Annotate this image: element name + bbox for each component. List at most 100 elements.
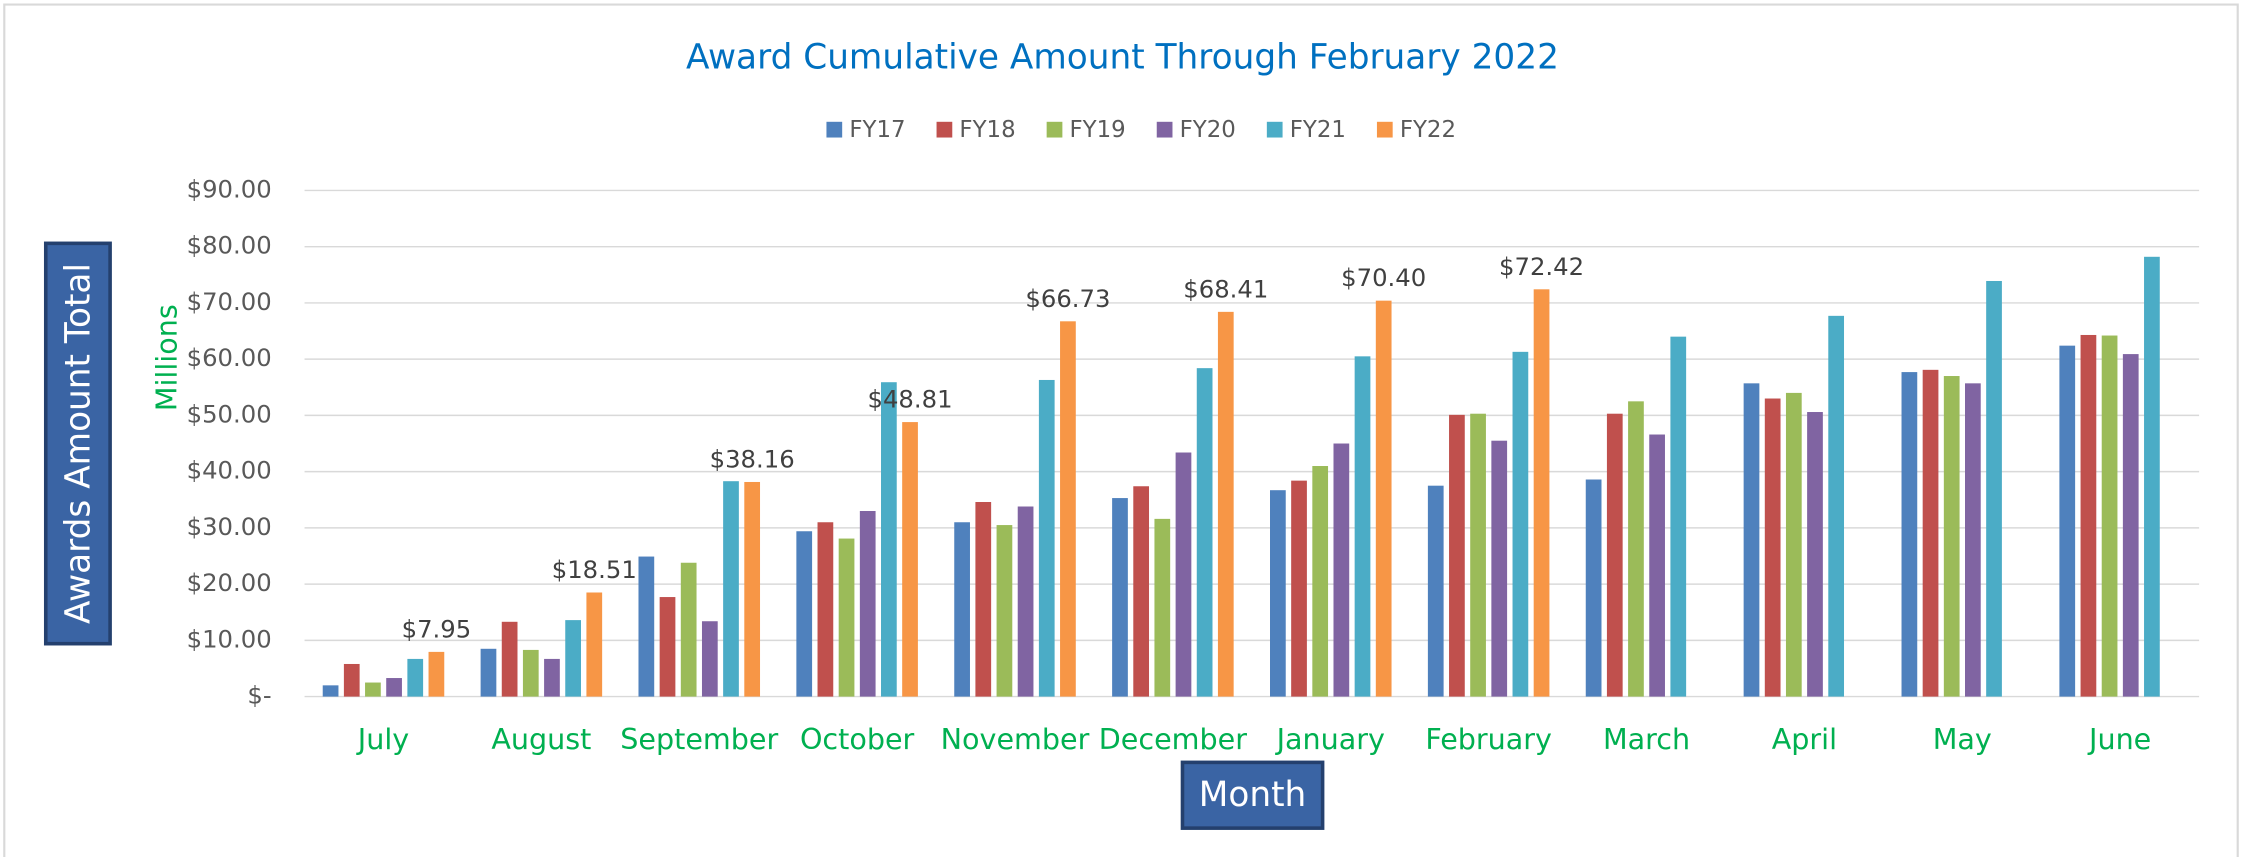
legend-swatch (1156, 121, 1173, 138)
bar (1427, 485, 1444, 697)
bar (365, 682, 381, 697)
bar (796, 531, 813, 697)
bar (2101, 335, 2118, 697)
bar (407, 658, 424, 697)
bar (1491, 440, 1508, 697)
y-tick-label: $50.00 (187, 399, 272, 428)
y-tick-label: $80.00 (187, 231, 272, 260)
legend-label: FY17 (849, 117, 905, 143)
data-label: $48.81 (868, 385, 953, 414)
legend-swatch (936, 121, 953, 138)
y-tick-label: $60.00 (187, 343, 272, 372)
bar (954, 522, 970, 697)
bar (1943, 376, 1960, 697)
legend-label: FY18 (959, 117, 1015, 143)
bar (659, 597, 676, 697)
bar (1375, 300, 1392, 697)
bar (1986, 280, 2002, 697)
bar (1785, 392, 1802, 697)
legend-label: FY19 (1070, 117, 1126, 143)
legend-swatch (1046, 121, 1063, 138)
bar (1333, 443, 1350, 697)
bar (1901, 372, 1918, 697)
x-tick-label: September (620, 722, 778, 756)
bar (1270, 490, 1286, 697)
legend-label: FY21 (1290, 117, 1346, 143)
bar (1017, 506, 1034, 697)
data-label: $18.51 (552, 555, 637, 584)
x-tick-label: February (1425, 722, 1552, 756)
bar (859, 511, 876, 697)
bar (1312, 466, 1329, 697)
bar (522, 649, 539, 697)
bar (1828, 315, 1845, 697)
y-axis-label-box (43, 241, 112, 646)
bar (1060, 321, 1076, 697)
bar (1922, 369, 1939, 697)
bar (501, 621, 518, 697)
x-axis-label-box (1180, 760, 1325, 830)
x-tick-label: August (491, 722, 591, 756)
y-axis-label: Awards Amount Total (59, 263, 99, 624)
bar (996, 525, 1013, 697)
bar (565, 620, 581, 697)
x-tick-label: June (2087, 722, 2151, 756)
bar (1175, 452, 1192, 697)
bar (680, 562, 697, 697)
bar (902, 422, 918, 697)
bar (1470, 413, 1486, 697)
bar (1764, 398, 1781, 697)
bar (428, 651, 445, 697)
bar (1649, 434, 1665, 697)
bar (1196, 368, 1213, 697)
data-label: $72.42 (1499, 252, 1584, 281)
bar (1585, 479, 1602, 697)
bar (1291, 480, 1307, 697)
bar (2059, 345, 2076, 697)
legend-swatch (826, 121, 843, 138)
x-tick-label: January (1275, 722, 1385, 756)
bar (817, 522, 834, 697)
y-tick-label: $40.00 (187, 456, 272, 485)
bar (1670, 336, 1687, 697)
bar (2080, 334, 2097, 697)
data-label: $7.95 (402, 614, 472, 643)
legend-label: FY20 (1180, 117, 1236, 143)
bar (638, 556, 655, 697)
bar (1354, 356, 1371, 697)
data-label: $70.40 (1341, 263, 1426, 292)
chart-frame (3, 3, 2239, 861)
bar (1743, 383, 1760, 697)
bar (480, 648, 497, 697)
bar (1217, 311, 1234, 697)
bar (975, 502, 992, 697)
legend-swatch (1376, 121, 1393, 138)
x-tick-label: March (1603, 722, 1690, 756)
x-axis-label: Month (1199, 775, 1307, 815)
bar (586, 592, 603, 697)
bar (1449, 414, 1465, 697)
bar (881, 382, 897, 697)
legend-label: FY22 (1400, 117, 1456, 143)
bar (1533, 289, 1550, 697)
bar (1038, 379, 1055, 697)
bar (1512, 351, 1529, 697)
bar (2122, 354, 2139, 697)
bar (1628, 401, 1644, 697)
bar (322, 685, 339, 697)
bar (701, 621, 718, 697)
bar (343, 663, 360, 697)
data-label: $68.41 (1183, 274, 1268, 303)
x-tick-label: October (800, 722, 915, 756)
bar (838, 538, 855, 697)
x-tick-label: July (356, 722, 409, 756)
y-tick-label: $20.00 (187, 568, 272, 597)
y-axis-unit: Millions (150, 304, 184, 411)
y-tick-label: $90.00 (187, 174, 272, 203)
y-tick-label: $70.00 (187, 287, 272, 316)
bar (1807, 412, 1823, 697)
x-tick-label: April (1772, 722, 1837, 756)
bar (2144, 256, 2160, 697)
data-label: $66.73 (1025, 284, 1110, 313)
